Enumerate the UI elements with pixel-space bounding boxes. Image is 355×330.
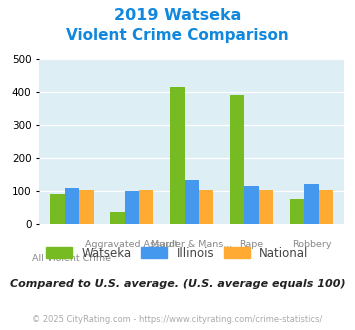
Bar: [170, 87, 185, 224]
Bar: [79, 190, 93, 224]
Bar: [318, 190, 333, 224]
Bar: [125, 191, 139, 224]
Text: Robbery: Robbery: [292, 240, 331, 249]
Text: Murder & Mans...: Murder & Mans...: [151, 240, 232, 249]
Bar: [230, 95, 244, 224]
Bar: [259, 190, 273, 224]
Bar: [244, 186, 259, 224]
Text: Violent Crime Comparison: Violent Crime Comparison: [66, 28, 289, 43]
Text: © 2025 CityRating.com - https://www.cityrating.com/crime-statistics/: © 2025 CityRating.com - https://www.city…: [32, 315, 323, 324]
Text: Compared to U.S. average. (U.S. average equals 100): Compared to U.S. average. (U.S. average …: [10, 279, 345, 289]
Text: 2019 Watseka: 2019 Watseka: [114, 8, 241, 23]
Bar: [65, 188, 79, 224]
Bar: [50, 194, 65, 224]
Bar: [199, 190, 213, 224]
Text: All Violent Crime: All Violent Crime: [32, 253, 111, 263]
Bar: [290, 199, 304, 224]
Legend: Watseka, Illinois, National: Watseka, Illinois, National: [42, 242, 313, 264]
Bar: [185, 180, 199, 224]
Text: Rape: Rape: [240, 240, 264, 249]
Bar: [304, 184, 318, 224]
Text: Aggravated Assault: Aggravated Assault: [85, 240, 179, 249]
Bar: [110, 212, 125, 224]
Bar: [139, 190, 153, 224]
